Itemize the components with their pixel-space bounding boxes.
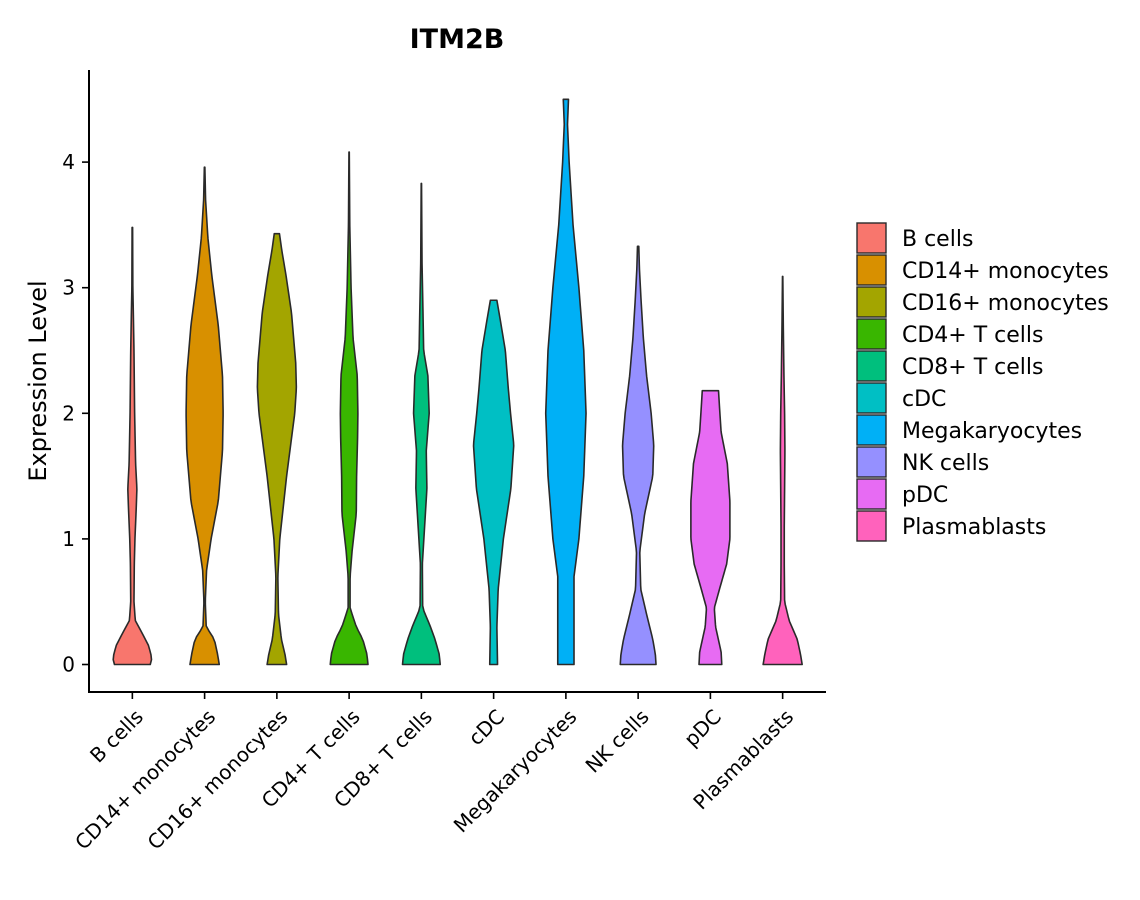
legend-label-cd14-plus-monocytes: CD14+ monocytes bbox=[902, 259, 1109, 284]
y-tick-label: 0 bbox=[62, 653, 75, 677]
legend-swatch-cd14-plus-monocytes bbox=[856, 254, 887, 286]
violin-cd14-plus-monocytes bbox=[185, 166, 224, 666]
legend: B cells CD14+ monocytes CD16+ monocytes CD4… bbox=[856, 222, 1109, 542]
violin-cd16-plus-monocytes bbox=[256, 232, 298, 666]
y-axis-title: Expression Level bbox=[24, 280, 52, 481]
violin-b-cells bbox=[112, 226, 153, 666]
x-tick-label-pdc: pDC bbox=[679, 705, 726, 752]
legend-swatch-b-cells bbox=[856, 222, 887, 254]
legend-label-cd8-plus-t-cells: CD8+ T cells bbox=[902, 355, 1043, 380]
x-tick-label-megakaryocytes: Megakaryocytes bbox=[449, 705, 582, 838]
legend-swatch-cd16-plus-monocytes bbox=[856, 286, 887, 318]
legend-label-b-cells: B cells bbox=[902, 227, 973, 252]
x-tick-label-nk-cells: NK cells bbox=[581, 705, 654, 778]
legend-swatch-cd4-plus-t-cells bbox=[856, 318, 887, 350]
legend-label-cd16-plus-monocytes: CD16+ monocytes bbox=[902, 291, 1109, 316]
x-tick-label-cdc: cDC bbox=[464, 705, 510, 751]
legend-swatch-nk-cells bbox=[856, 446, 887, 478]
violin-cd8-plus-t-cells bbox=[401, 182, 442, 666]
violin-megakaryocytes bbox=[544, 98, 587, 666]
violin-group bbox=[112, 98, 803, 666]
y-tick-label: 3 bbox=[62, 276, 75, 300]
x-tick-label-cd16-plus-monocytes: CD16+ monocytes bbox=[143, 705, 293, 855]
violin-cd4-plus-t-cells bbox=[329, 151, 369, 666]
violin-pdc bbox=[690, 389, 731, 666]
violin-cdc bbox=[472, 299, 515, 666]
y-tick-label: 1 bbox=[62, 527, 75, 551]
legend-label-pdc: pDC bbox=[902, 483, 948, 508]
violin-plasmablasts bbox=[762, 275, 803, 666]
chart-title: ITM2B bbox=[410, 24, 505, 55]
legend-label-plasmablasts: Plasmablasts bbox=[902, 515, 1046, 540]
legend-label-cd4-plus-t-cells: CD4+ T cells bbox=[902, 323, 1043, 348]
legend-label-megakaryocytes: Megakaryocytes bbox=[902, 419, 1082, 444]
legend-swatch-megakaryocytes bbox=[856, 414, 887, 446]
legend-swatch-cdc bbox=[856, 382, 887, 414]
x-tick-label-b-cells: B cells bbox=[85, 705, 148, 768]
y-tick-label: 2 bbox=[62, 401, 75, 425]
legend-swatch-pdc bbox=[856, 478, 887, 510]
legend-label-cdc: cDC bbox=[902, 387, 946, 412]
y-tick-label: 4 bbox=[62, 150, 75, 174]
legend-label-nk-cells: NK cells bbox=[902, 451, 989, 476]
legend-swatch-plasmablasts bbox=[856, 510, 887, 542]
legend-swatch-cd8-plus-t-cells bbox=[856, 350, 887, 382]
violin-nk-cells bbox=[619, 245, 657, 666]
x-tick-label-cd14-plus-monocytes: CD14+ monocytes bbox=[70, 705, 220, 855]
